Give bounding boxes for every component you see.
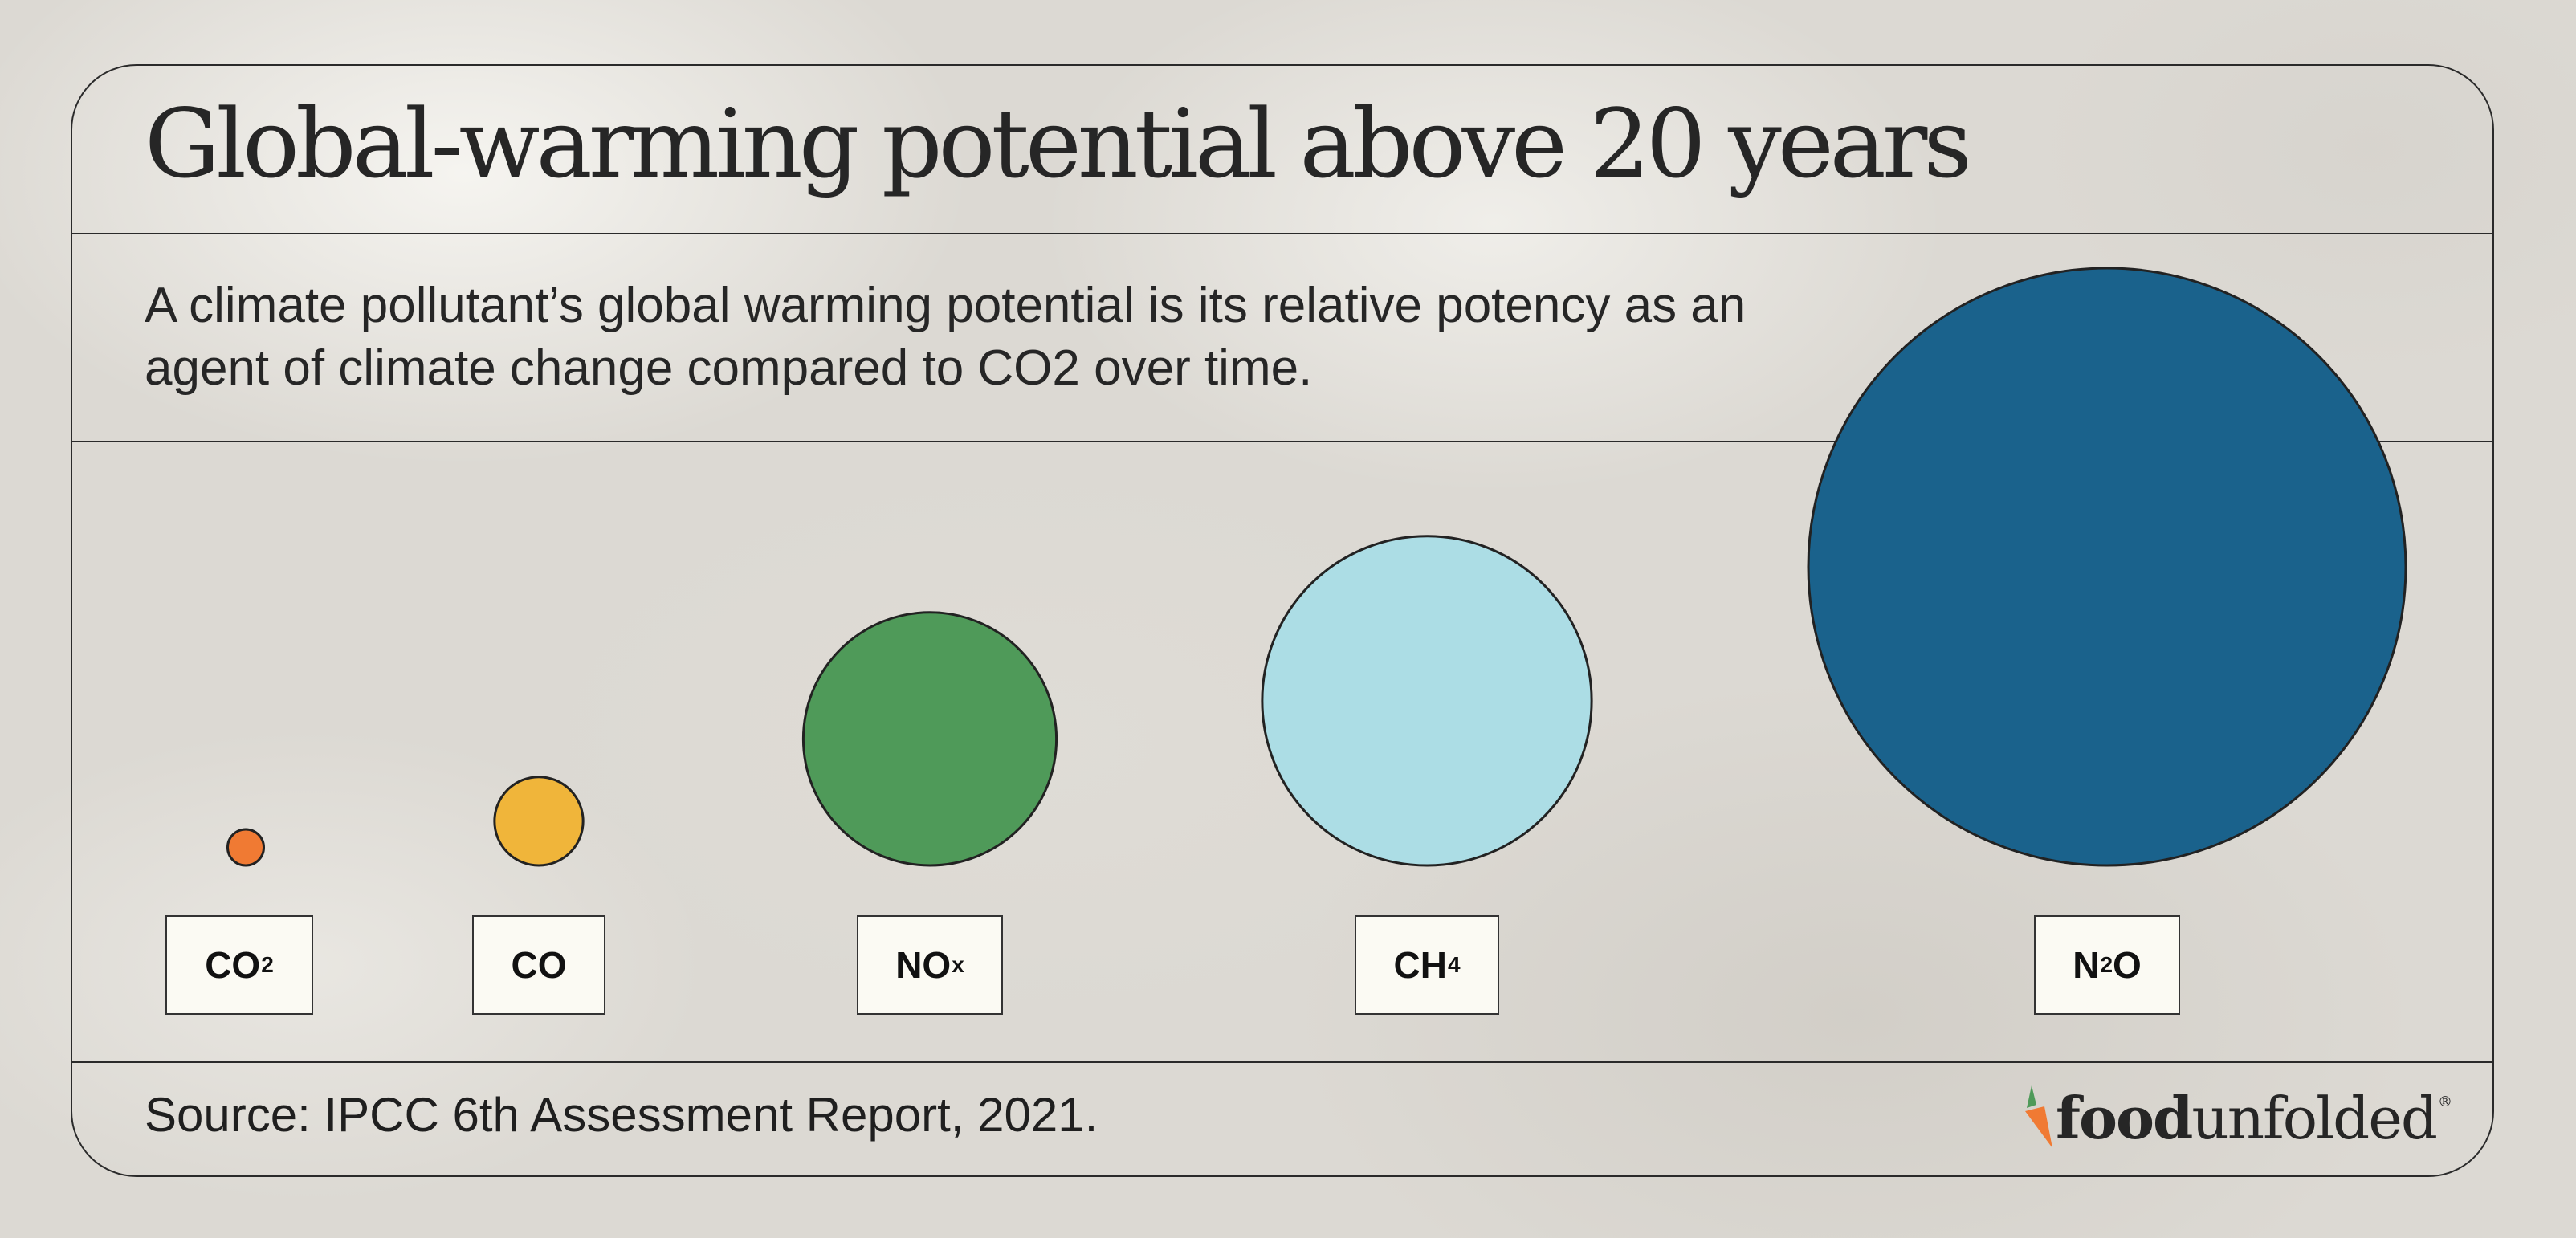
- chart-description: A climate pollutant’s global warming pot…: [145, 278, 1747, 396]
- bubble-ch4: [1261, 535, 1593, 867]
- title-divider: [71, 233, 2494, 234]
- label-ch4: CH 4: [1355, 915, 1499, 1015]
- chart-card: [71, 64, 2494, 1177]
- footer-divider: [71, 1061, 2494, 1063]
- label-co: CO: [472, 915, 605, 1015]
- bubble-nox: [801, 611, 1058, 867]
- label-nox: NO x: [857, 915, 1003, 1015]
- source-note: Source: IPCC 6th Assessment Report, 2021…: [145, 1088, 1098, 1142]
- bubble-n2o: [1807, 267, 2407, 867]
- subtitle-divider: [71, 441, 2494, 442]
- carrot-icon: [2025, 1085, 2052, 1148]
- page-title: Global-warming potential above 20 years: [145, 88, 1972, 199]
- label-co2: CO 2: [165, 915, 313, 1015]
- bubble-co: [493, 776, 585, 867]
- brand-logo: foodunfolded ®: [2020, 1083, 2452, 1152]
- bubble-co2: [226, 828, 266, 867]
- brand-wordmark: foodunfolded ®: [2056, 1083, 2452, 1152]
